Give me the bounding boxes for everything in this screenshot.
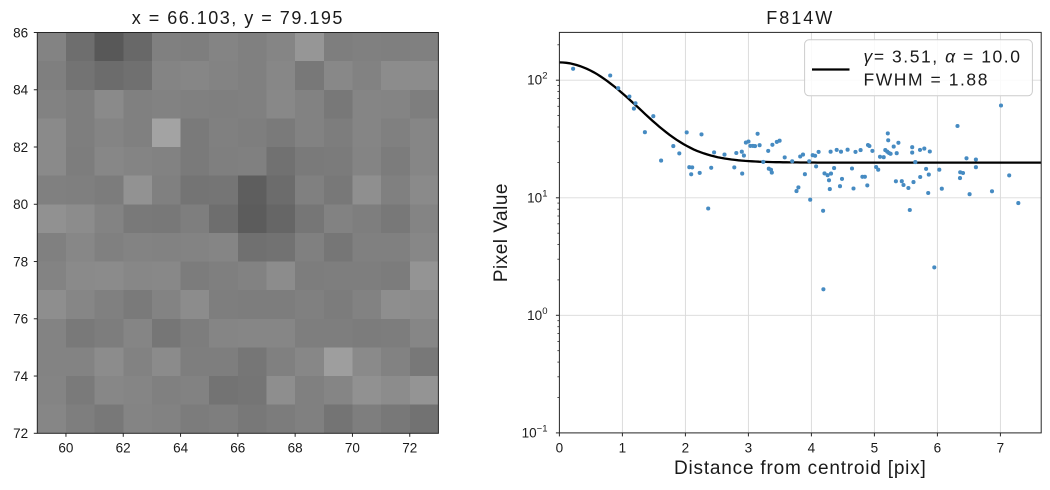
svg-text:7: 7 <box>997 441 1005 456</box>
svg-text:3: 3 <box>745 441 753 456</box>
svg-text:72: 72 <box>13 426 28 441</box>
svg-text:Distance from centroid [pix]: Distance from centroid [pix] <box>674 458 927 479</box>
svg-text:60: 60 <box>58 441 73 456</box>
svg-text:76: 76 <box>13 312 28 327</box>
svg-text:FWHM = 1.88: FWHM = 1.88 <box>864 70 989 90</box>
svg-text:γ= 3.51, α = 10.0: γ= 3.51, α = 10.0 <box>864 46 1022 66</box>
svg-text:F814W: F814W <box>766 8 834 28</box>
svg-text:1: 1 <box>619 441 627 456</box>
svg-text:4: 4 <box>808 441 816 456</box>
svg-text:70: 70 <box>345 441 360 456</box>
svg-text:62: 62 <box>116 441 131 456</box>
svg-text:0: 0 <box>556 441 564 456</box>
svg-text:82: 82 <box>13 140 28 155</box>
svg-text:x = 66.103, y = 79.195: x = 66.103, y = 79.195 <box>132 8 344 28</box>
svg-text:84: 84 <box>13 83 29 98</box>
svg-text:80: 80 <box>13 197 28 212</box>
svg-text:78: 78 <box>13 254 28 269</box>
svg-text:74: 74 <box>13 369 29 384</box>
svg-text:86: 86 <box>13 25 28 40</box>
svg-text:66: 66 <box>230 441 245 456</box>
svg-text:72: 72 <box>402 441 417 456</box>
svg-text:Pixel Value: Pixel Value <box>491 183 512 282</box>
svg-text:6: 6 <box>934 441 942 456</box>
svg-text:2: 2 <box>682 441 690 456</box>
svg-text:64: 64 <box>173 441 189 456</box>
svg-text:5: 5 <box>871 441 879 456</box>
svg-text:68: 68 <box>288 441 303 456</box>
